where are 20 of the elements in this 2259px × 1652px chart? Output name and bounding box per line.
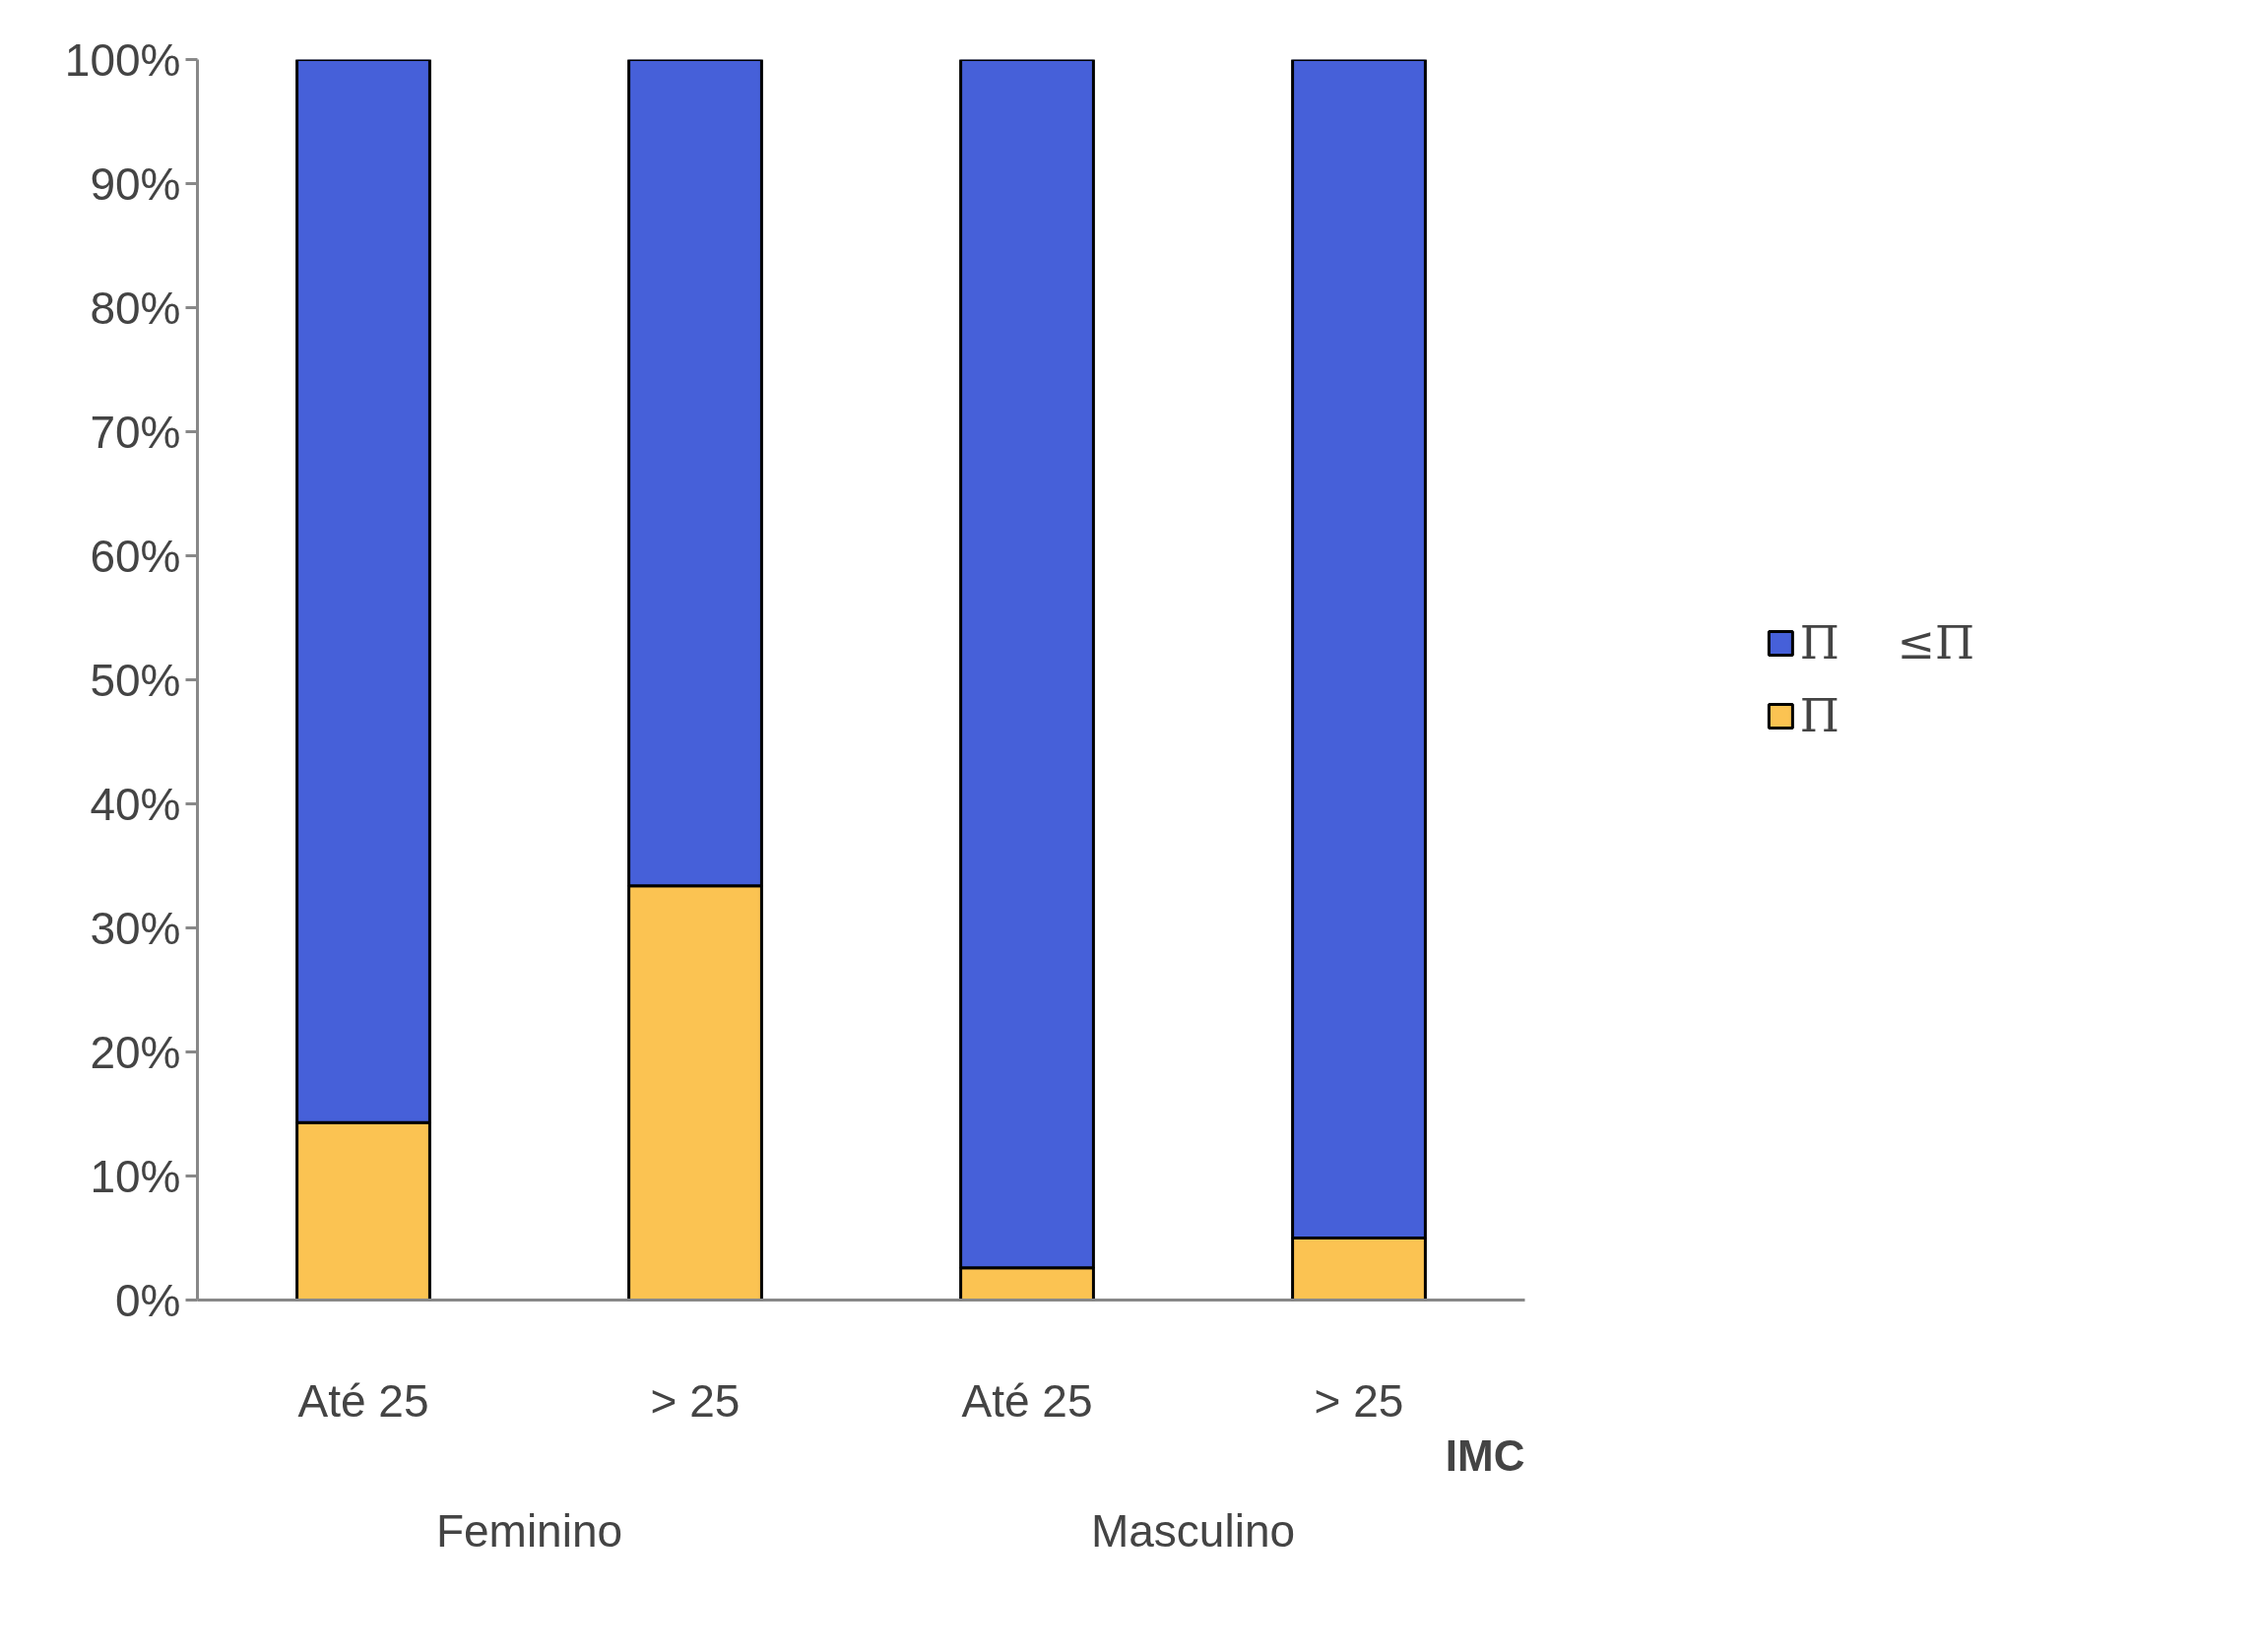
x-tick-label: > 25 [1314, 1374, 1404, 1427]
text: Masculino [1090, 1504, 1296, 1557]
y-tick-label: 10% [90, 1150, 181, 1202]
y-tick-label: 40% [90, 778, 181, 830]
text: Feminino [435, 1504, 623, 1557]
y-tick-label: 30% [90, 902, 181, 954]
y-tick-label: 60% [90, 530, 181, 582]
y-tick-label: 80% [90, 282, 181, 334]
legend-label: Π ≤Π [1799, 616, 1975, 669]
x-tick-label: > 25 [650, 1374, 741, 1427]
legend-label: Π [1799, 689, 1839, 742]
x-axis-title: IMC [1445, 1430, 1525, 1480]
x-tick-label: Até 25 [297, 1374, 429, 1427]
y-tick-label: 20% [90, 1026, 181, 1078]
x-tick-label: Até 25 [961, 1374, 1093, 1427]
y-tick-label: 100% [64, 33, 181, 86]
y-tick-label: 0% [115, 1274, 181, 1326]
y-tick-label: 50% [90, 654, 181, 706]
y-tick-label: 70% [90, 406, 181, 458]
y-tick-label: 90% [90, 158, 181, 210]
